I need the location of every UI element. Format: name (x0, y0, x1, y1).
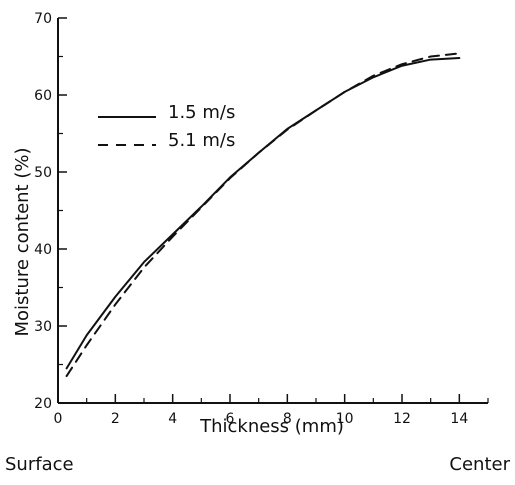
x-tick-label: 10 (336, 411, 354, 427)
y-tick-label: 50 (34, 165, 52, 181)
y-tick-label: 20 (34, 396, 52, 412)
x-tick-label: 6 (226, 411, 235, 427)
x-axis-label: Thickness (mm) (199, 416, 344, 437)
footer-right-label: Center (449, 454, 510, 475)
legend-label-5-1: 5.1 m/s (168, 130, 235, 151)
x-tick-label: 12 (393, 411, 411, 427)
series-line-1-5 (65, 57, 461, 370)
x-tick-label: 2 (111, 411, 120, 427)
y-tick-label: 40 (34, 242, 52, 258)
x-tick-label: 8 (283, 411, 292, 427)
x-tick-label: 4 (168, 411, 177, 427)
legend-label-1-5: 1.5 m/s (168, 102, 235, 123)
y-tick-label: 70 (34, 11, 52, 27)
y-tick-label: 60 (34, 88, 52, 104)
series-line-5-1 (65, 52, 461, 378)
x-tick-label: 14 (450, 411, 468, 427)
y-axis-label: Moisture content (%) (12, 148, 33, 337)
footer-left-label: Surface (5, 454, 74, 475)
x-tick-label: 0 (54, 411, 63, 427)
plot-layer: 20 30 40 50 60 70 0 2 4 6 8 10 12 14 (34, 11, 489, 427)
y-tick-label: 30 (34, 319, 52, 335)
